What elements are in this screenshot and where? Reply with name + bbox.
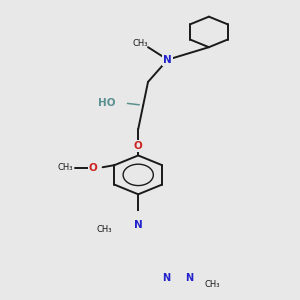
Text: N: N (134, 220, 142, 230)
Text: O: O (134, 141, 142, 151)
Text: O: O (88, 163, 97, 173)
Text: CH₃: CH₃ (58, 164, 73, 172)
Text: N: N (185, 273, 193, 283)
Text: CH₃: CH₃ (132, 38, 148, 47)
Text: N: N (163, 55, 172, 65)
Text: N: N (162, 273, 170, 283)
Text: CH₃: CH₃ (96, 224, 112, 233)
Text: CH₃: CH₃ (205, 280, 220, 289)
Text: HO: HO (98, 98, 116, 108)
